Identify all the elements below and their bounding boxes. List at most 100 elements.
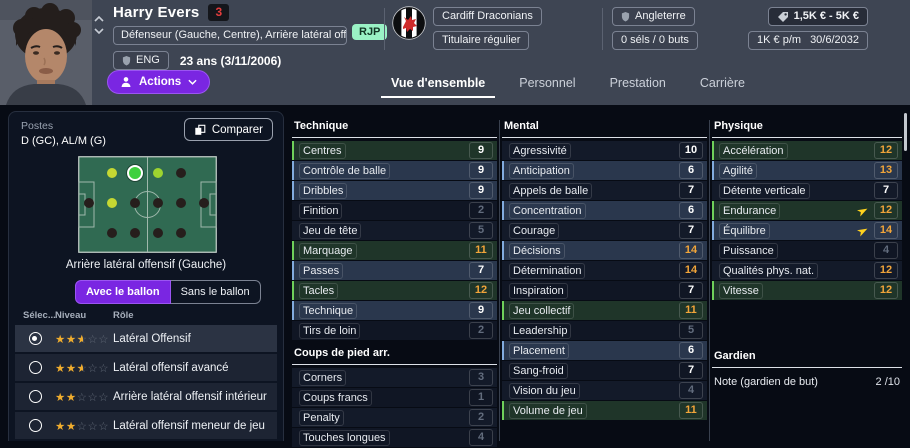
without-ball-toggle[interactable]: Sans le ballon [170,280,261,304]
player-name: Harry Evers [113,4,200,21]
role-row[interactable]: ★★☆☆☆ Arrière latéral offensif intérieur [15,383,277,410]
full-star-icon: ★ [65,391,77,404]
position-dot[interactable] [107,228,117,238]
half-star-icon: ☆ ★ [76,333,88,346]
mental-column: Mental Agressivité 10 Anticipation 6 Appels … [502,114,707,421]
position-dot[interactable] [130,228,140,238]
attribute-value: 5 [469,222,493,239]
attribute-name: Volume de jeu [509,402,587,419]
role-row[interactable]: ★★☆☆☆ Latéral offensif meneur de jeu [15,412,277,439]
attribute-value: 7 [679,182,703,199]
attribute-name: Équilibre [719,222,770,239]
position-dot[interactable] [176,228,186,238]
chevron-up-icon[interactable] [94,16,104,22]
position-dot[interactable] [199,198,209,208]
header-divider [602,8,603,50]
attribute-name: Accélération [719,142,788,159]
tab-personnel[interactable]: Personnel [519,76,576,90]
attribute-name: Détente verticale [719,182,810,199]
attribute-row: Équilibre 14 [712,221,902,240]
attribute-value: 12 [874,262,898,279]
attribute-value: 11 [679,402,703,419]
position-dot[interactable] [153,198,163,208]
role-radio[interactable] [28,332,42,345]
international-country-pill: Angleterre [612,7,695,26]
attribute-value: 10 [679,142,703,159]
person-icon [121,77,131,87]
role-radio[interactable] [28,419,42,432]
attribute-row: Volume de jeu 11 [502,401,707,420]
position-dot[interactable] [176,198,186,208]
tab-prestation[interactable]: Prestation [609,76,666,90]
empty-star-icon: ☆ [98,333,110,346]
attribute-name: Contrôle de balle [299,162,391,179]
role-name: Arrière latéral offensif intérieur [113,390,267,403]
attribute-name: Agressivité [509,142,571,159]
playing-status: Titulaire régulier [433,31,530,50]
column-divider [709,120,710,441]
position-dot[interactable] [153,228,163,238]
empty-star-icon: ☆ [98,362,110,375]
compare-label: Comparer [211,123,263,136]
price-tag-icon [777,11,788,22]
position-dot[interactable] [176,168,186,178]
attribute-value: 7 [469,262,493,279]
full-star-icon: ★ [65,420,77,433]
actions-button[interactable]: Actions [107,70,211,94]
empty-star-icon: ☆ [87,333,99,346]
improving-arrow-icon [857,205,869,217]
selected-position-dot[interactable] [127,165,143,181]
attribute-name: Courage [509,222,560,239]
attribute-value: 7 [679,282,703,299]
technique-column: Technique Centres 9 Contrôle de balle 9 Drib… [292,114,497,448]
attribute-row: Concentration 6 [502,201,707,220]
attribute-row: Détermination 14 [502,261,707,280]
scrollbar-thumb[interactable] [904,113,907,151]
position-summary: Défenseur (Gauche, Centre), Arrière laté… [113,26,347,45]
international-record: 0 séls / 0 buts [612,31,698,50]
role-row[interactable]: ★★☆ ★ ☆☆ Latéral offensif avancé [15,354,277,381]
position-dot[interactable] [130,198,140,208]
attribute-row: Accélération 12 [712,141,902,160]
attribute-name: Penalty [299,409,344,426]
attribute-name: Jeu de tête [299,222,362,239]
attribute-row: Touches longues 4 [292,428,497,447]
full-star-icon: ★ [55,333,66,346]
position-dot[interactable] [107,168,117,178]
tab-vue-d-ensemble[interactable]: Vue d'ensemble [381,76,496,102]
attribute-value: 14 [679,262,703,279]
attribute-name: Appels de balle [509,182,593,199]
attribute-row: Marquage 11 [292,241,497,260]
attribute-value: 6 [679,342,703,359]
attribute-name: Sang-froid [509,362,568,379]
tab-carri-re[interactable]: Carrière [699,76,745,90]
attribute-row: Vision du jeu 4 [502,381,707,400]
position-dot[interactable] [84,198,94,208]
role-row[interactable]: ★★☆ ★ ☆☆ Latéral Offensif [15,325,277,352]
technique-section: Technique Centres 9 Contrôle de balle 9 Drib… [292,114,497,340]
mental-section: Mental Agressivité 10 Anticipation 6 Appels … [502,114,707,420]
attribute-value: 4 [469,429,493,446]
position-dot[interactable] [107,198,117,208]
nationality-code: ENG [136,54,160,66]
chevron-down-icon[interactable] [94,28,104,34]
attribute-value: 6 [679,202,703,219]
attribute-name: Endurance [719,202,781,219]
rjp-badge: RJP [352,24,388,40]
role-radio[interactable] [28,390,42,403]
roles-table-header: Sélec... Niveau Rôle [15,310,277,321]
half-star-icon: ☆ ★ [76,362,88,375]
attribute-name: Placement [509,342,569,359]
attribute-row: Vitesse 12 [712,281,902,300]
full-star-icon: ★ [55,420,66,433]
attribute-value: 9 [469,162,493,179]
empty-star-icon: ☆ [87,420,99,433]
compare-button[interactable]: Comparer [183,118,273,141]
role-radio[interactable] [28,361,42,374]
player-navigation [94,16,104,34]
attribute-value: 9 [469,182,493,199]
attribute-value: 4 [679,382,703,399]
attribute-value: 13 [874,162,898,179]
position-dot[interactable] [153,168,163,178]
with-ball-toggle[interactable]: Avec le ballon [75,280,171,304]
